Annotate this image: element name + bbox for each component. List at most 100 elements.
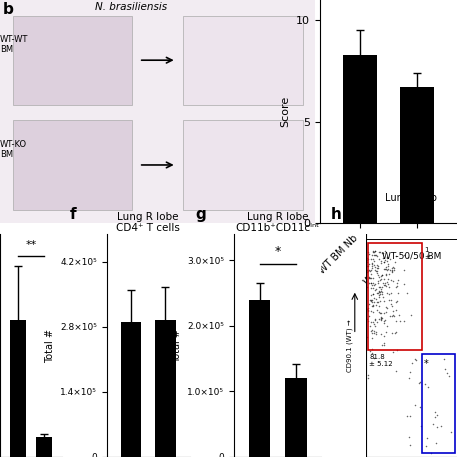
FancyBboxPatch shape: [183, 120, 303, 210]
Point: [373, 252, 381, 260]
Point: [375, 249, 382, 256]
Point: [381, 265, 388, 272]
Point: [367, 256, 375, 263]
Point: [415, 379, 423, 387]
Point: [368, 285, 375, 292]
Point: [367, 298, 374, 305]
Text: WT-50/50 BM: WT-50/50 BM: [382, 252, 441, 261]
Point: [384, 281, 391, 288]
Point: [370, 319, 377, 326]
Point: [382, 266, 389, 273]
FancyBboxPatch shape: [13, 16, 133, 105]
Y-axis label: Total #: Total #: [44, 329, 54, 362]
Point: [372, 329, 379, 336]
Point: [370, 261, 377, 268]
Point: [388, 329, 396, 336]
Point: [375, 279, 382, 287]
Point: [383, 308, 390, 316]
Point: [381, 297, 388, 304]
Point: [369, 308, 376, 316]
Point: [384, 275, 391, 282]
Point: [372, 296, 379, 303]
Point: [367, 274, 374, 281]
Point: [392, 298, 399, 305]
Point: [371, 322, 378, 329]
Point: [375, 262, 382, 269]
Point: [376, 255, 383, 262]
Point: [441, 365, 448, 372]
Point: [369, 260, 376, 267]
Point: [393, 297, 400, 304]
Point: [422, 442, 429, 450]
Point: [401, 266, 408, 273]
Point: [372, 287, 379, 294]
Point: [377, 314, 384, 322]
Point: [368, 302, 376, 309]
Point: [369, 291, 377, 298]
Point: [376, 276, 383, 284]
Point: [372, 330, 379, 338]
Point: [368, 265, 376, 272]
Point: [375, 294, 383, 301]
Point: [387, 296, 394, 303]
Text: WT-WT
BM: WT-WT BM: [0, 35, 28, 54]
Bar: [367, 243, 422, 350]
Point: [434, 423, 441, 430]
Point: [376, 249, 383, 256]
Point: [417, 404, 424, 411]
Point: [367, 280, 374, 287]
Point: [381, 282, 388, 289]
Point: [364, 304, 372, 312]
Point: [371, 248, 378, 255]
Point: [368, 252, 376, 259]
Point: [362, 260, 370, 268]
Point: [391, 264, 398, 271]
Point: [400, 251, 407, 259]
Point: [365, 250, 372, 257]
Point: [373, 265, 381, 272]
Point: [381, 265, 388, 272]
Y-axis label: Score: Score: [281, 96, 291, 127]
Point: [372, 285, 379, 292]
Point: [383, 322, 391, 329]
Point: [379, 254, 387, 261]
Point: [372, 280, 379, 287]
Point: [394, 276, 401, 284]
Point: [413, 356, 420, 364]
Text: CD90.1 (WT) →: CD90.1 (WT) →: [346, 319, 352, 372]
Point: [370, 257, 377, 265]
Text: **: **: [26, 240, 37, 250]
Point: [369, 255, 377, 262]
Point: [373, 267, 381, 275]
Point: [381, 282, 388, 289]
Point: [429, 421, 436, 428]
Point: [376, 308, 383, 316]
Point: [365, 372, 372, 379]
Point: [376, 290, 383, 298]
Point: [385, 290, 393, 298]
Point: [388, 264, 395, 271]
Point: [373, 298, 380, 306]
Point: [370, 355, 377, 362]
Point: [367, 307, 374, 314]
Point: [411, 401, 419, 409]
Bar: [11, 320, 26, 457]
Point: [370, 298, 377, 305]
Point: [433, 411, 441, 419]
Point: [447, 428, 454, 435]
Point: [384, 257, 391, 265]
Point: [391, 266, 398, 273]
Point: [364, 255, 372, 262]
Point: [382, 304, 389, 311]
Point: [375, 291, 382, 298]
Point: [373, 269, 380, 276]
Point: [364, 267, 372, 274]
Point: [377, 286, 385, 293]
Point: [394, 289, 401, 297]
Point: [387, 266, 394, 274]
Point: [388, 268, 396, 276]
Point: [379, 283, 386, 291]
Point: [373, 306, 381, 314]
Point: [371, 266, 378, 274]
Point: [372, 251, 380, 258]
